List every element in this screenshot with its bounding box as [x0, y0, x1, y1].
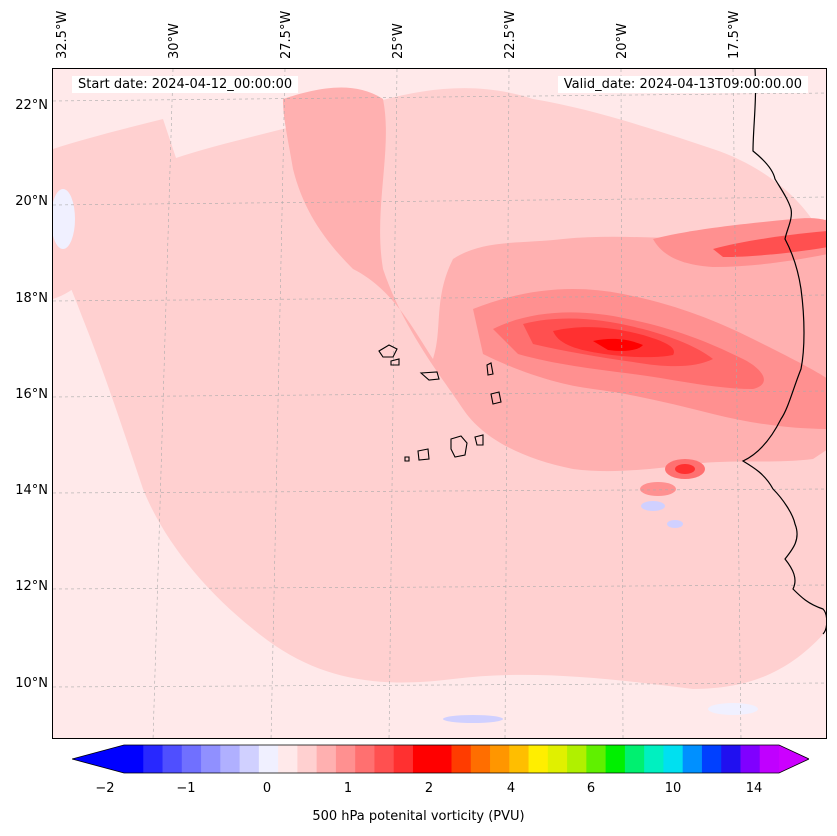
- colorbar-tick-label: 1: [343, 781, 353, 796]
- pv-negative-patch: [708, 703, 758, 715]
- pv-negative-patch: [667, 520, 683, 528]
- colorbar-tick-label: 4: [506, 781, 516, 796]
- colorbar-segment: [759, 745, 780, 773]
- colorbar-segment: [374, 745, 395, 773]
- lon-label: 25°W: [391, 23, 406, 59]
- lon-label: 32.5°W: [55, 10, 70, 59]
- colorbar-segment: [335, 745, 356, 773]
- colorbar-segment: [432, 745, 452, 773]
- lon-label: 20°W: [615, 23, 630, 59]
- colorbar-segment: [586, 745, 607, 773]
- colorbar-tick-label: −1: [176, 781, 196, 796]
- lat-label: 20°N: [15, 194, 48, 209]
- colorbar-segment: [316, 745, 337, 773]
- colorbar-segment: [355, 745, 375, 773]
- gridlines: [53, 69, 826, 738]
- map-canvas[interactable]: [52, 68, 827, 739]
- pv-contour-ne-band-core: [713, 231, 826, 257]
- colorbar-tick-label: 2: [424, 781, 434, 796]
- colorbar-segment: [490, 745, 510, 773]
- colorbar-segment: [740, 745, 761, 773]
- pv-cell: [640, 482, 676, 496]
- africa-coastline: [741, 69, 826, 635]
- colorbar-graphic: [70, 744, 810, 774]
- colorbar-segment: [721, 745, 741, 773]
- lon-label: 17.5°W: [727, 10, 742, 59]
- colorbar-extend-min: [72, 745, 124, 773]
- colorbar-segment: [663, 745, 684, 773]
- colorbar-tick-label: 0: [262, 781, 272, 796]
- colorbar-segment: [143, 745, 164, 773]
- colorbar-segment: [278, 745, 298, 773]
- lon-label: 27.5°W: [279, 10, 294, 59]
- colorbar-extend-max: [779, 745, 809, 773]
- colorbar-segment: [239, 745, 260, 773]
- pv-contour-ne-band: [653, 218, 826, 267]
- colorbar-tick-label: −2: [95, 781, 115, 796]
- colorbar-segment: [547, 745, 568, 773]
- colorbar-segment: [509, 745, 530, 773]
- colorbar-segment: [528, 745, 549, 773]
- lat-label: 12°N: [15, 579, 48, 594]
- colorbar-segment: [220, 745, 241, 773]
- colorbar-segment: [162, 745, 183, 773]
- pv-cell-core: [675, 464, 695, 474]
- lat-label: 10°N: [15, 676, 48, 691]
- pv-contour-left-band: [53, 119, 183, 299]
- colorbar-segment: [201, 745, 221, 773]
- colorbar-segment: [258, 745, 279, 773]
- pv-negative-patch: [53, 189, 75, 249]
- colorbar-segment: [181, 745, 202, 773]
- colorbar-segment: [124, 745, 144, 773]
- colorbar-label: 500 hPa potenital vorticity (PVU): [312, 809, 525, 824]
- lat-label: 18°N: [15, 291, 48, 306]
- pv-contour-max: [593, 338, 643, 351]
- lat-label: 14°N: [15, 483, 48, 498]
- colorbar-segment: [682, 745, 703, 773]
- lat-label: 22°N: [15, 98, 48, 113]
- valid-date-label: Valid_date: 2024-04-13T09:00:00.00: [557, 76, 808, 93]
- colorbar-tick-label: 6: [586, 781, 596, 796]
- colorbar-segment: [567, 745, 587, 773]
- pv-negative-patch: [443, 715, 503, 723]
- colorbar-segment: [470, 745, 491, 773]
- lat-label: 16°N: [15, 387, 48, 402]
- cape-verde-islands: [378, 344, 502, 462]
- pv-contour-map: [53, 69, 826, 738]
- colorbar-segment: [412, 745, 433, 773]
- colorbar-tick-label: 14: [745, 781, 763, 796]
- lon-label: 30°W: [167, 23, 182, 59]
- pv-negative-patch: [641, 501, 665, 511]
- colorbar-tick-label: 10: [664, 781, 682, 796]
- colorbar-segment: [451, 745, 472, 773]
- colorbar-segment: [297, 745, 318, 773]
- colorbar: [70, 744, 810, 774]
- start-date-label: Start date: 2024-04-12_00:00:00: [72, 76, 299, 93]
- colorbar-segment: [605, 745, 626, 773]
- colorbar-segment: [624, 745, 645, 773]
- colorbar-segment: [393, 745, 414, 773]
- colorbar-segment: [644, 745, 664, 773]
- lon-label: 22.5°W: [503, 10, 518, 59]
- colorbar-segment: [701, 745, 722, 773]
